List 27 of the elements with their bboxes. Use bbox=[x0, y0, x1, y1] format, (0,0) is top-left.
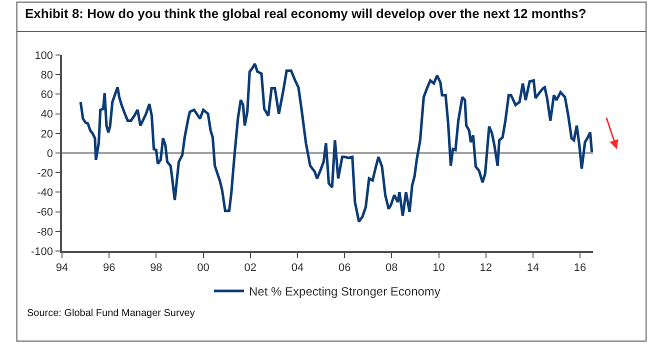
y-tick-label: -60 bbox=[37, 206, 54, 219]
x-tick-label: 08 bbox=[386, 262, 398, 274]
x-tick-label: 14 bbox=[526, 262, 540, 274]
y-tick-label: 80 bbox=[40, 69, 54, 82]
x-tick-label: 16 bbox=[574, 262, 586, 274]
y-tick-label: 40 bbox=[40, 108, 54, 121]
y-tick-label: 20 bbox=[40, 128, 54, 140]
x-tick-label: 10 bbox=[432, 262, 445, 274]
x-tick-label: 00 bbox=[197, 262, 210, 274]
x-tick-label: 96 bbox=[102, 262, 116, 274]
y-tick-label: 100 bbox=[34, 50, 54, 62]
y-tick-label: -80 bbox=[37, 226, 54, 238]
x-tick-label: 98 bbox=[150, 262, 162, 274]
x-tick-label: 04 bbox=[291, 262, 304, 274]
legend-label: Net % Expecting Stronger Economy bbox=[249, 284, 440, 299]
y-tick-label: 0 bbox=[46, 148, 54, 160]
y-tick-label: 60 bbox=[40, 89, 54, 102]
x-tick-label: 94 bbox=[56, 262, 68, 274]
source-note: Source: Global Fund Manager Survey bbox=[27, 308, 195, 319]
x-tick-label: 02 bbox=[244, 262, 257, 274]
x-tick-label: 06 bbox=[338, 262, 351, 274]
y-tick-label: -100 bbox=[31, 246, 54, 258]
line-series bbox=[79, 62, 593, 223]
y-tick-label: -20 bbox=[37, 167, 54, 180]
chart-title: Exhibit 8: How do you think the global real economy will develop over the next 12 months? bbox=[25, 6, 586, 21]
y-tick-label: -40 bbox=[37, 187, 54, 200]
x-tick-label: 12 bbox=[480, 262, 492, 274]
